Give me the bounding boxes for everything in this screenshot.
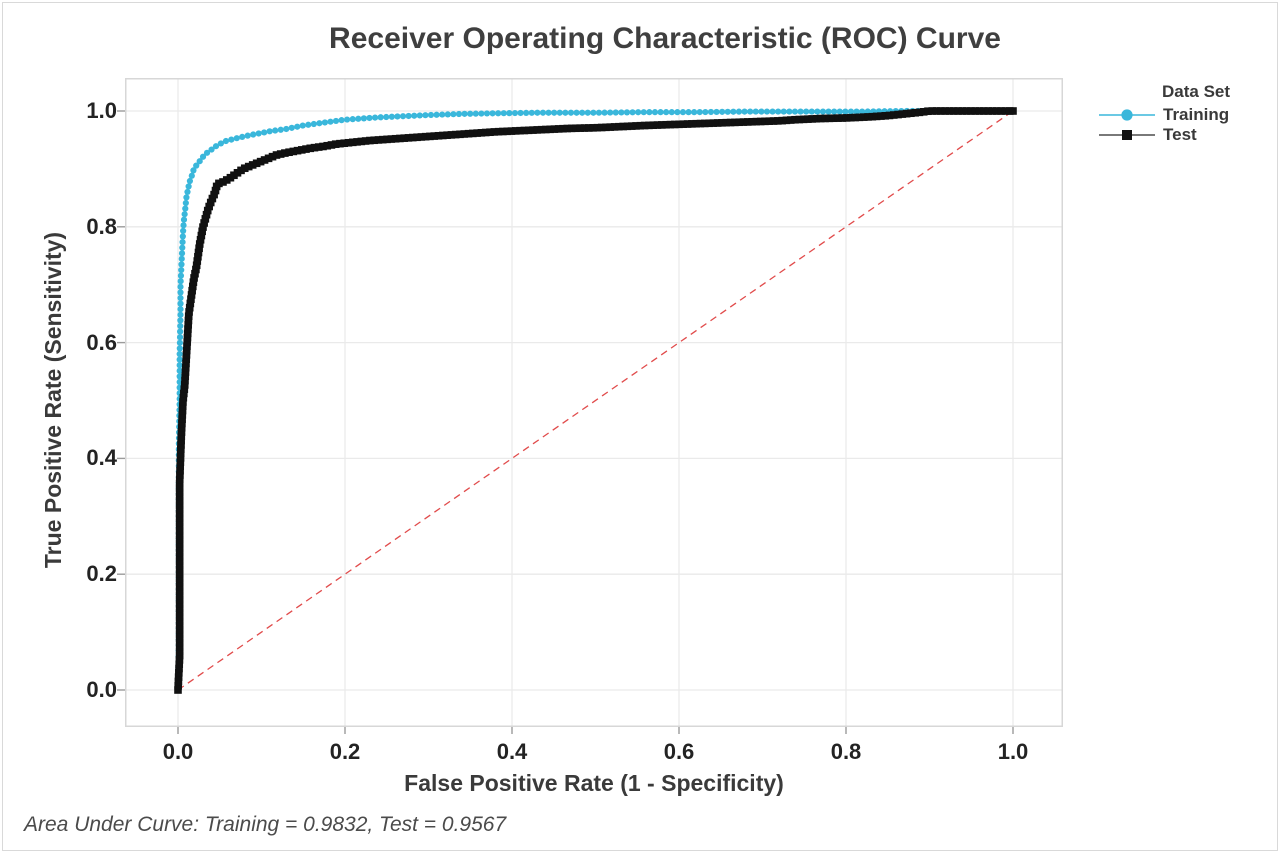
x-tick-label: 1.0 [997, 739, 1029, 764]
y-tick-label: 1.0 [86, 98, 117, 123]
legend: Data Set Training Test [1098, 82, 1268, 145]
x-tick-label: 0.8 [830, 739, 862, 764]
x-tick-label: 0.0 [162, 739, 194, 764]
legend-item-test: Test [1098, 125, 1268, 145]
x-tick-label: 0.6 [663, 739, 695, 764]
x-axis-title: False Positive Rate (1 - Specificity) [404, 770, 784, 796]
training-marker-icon [1099, 109, 1155, 121]
legend-label-test: Test [1163, 125, 1197, 144]
y-tick-label: 0.4 [86, 445, 117, 471]
y-axis-title: True Positive Rate (Sensitivity) [40, 231, 66, 569]
legend-item-training: Training [1098, 105, 1268, 125]
y-tick-label: 0.2 [86, 561, 117, 587]
x-tick-label: 0.2 [329, 739, 361, 764]
plot-area [117, 78, 1063, 734]
y-tick-label: 0.0 [86, 677, 117, 702]
y-tick-label: 0.8 [86, 213, 117, 239]
test-marker-icon [1099, 130, 1155, 140]
y-tick-label: 0.6 [86, 329, 117, 355]
x-tick-label: 0.4 [496, 739, 528, 764]
legend-title: Data Set [1162, 82, 1231, 101]
legend-label-training: Training [1163, 105, 1230, 124]
chart-title: Receiver Operating Characteristic (ROC) … [329, 22, 1001, 55]
auc-annotation: Area Under Curve: Training = 0.9832, Tes… [24, 813, 507, 836]
